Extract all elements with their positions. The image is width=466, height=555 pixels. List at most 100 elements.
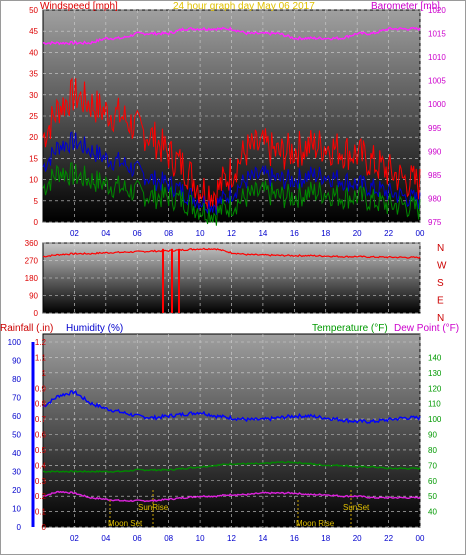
y-tick-label: 40 — [29, 48, 38, 57]
x-tick-label: 00 — [416, 229, 425, 238]
x-tick-label: 16 — [290, 229, 299, 238]
humidity-x-ticks: 02 04 06 08 10 12 14 16 18 20 22 00 — [70, 534, 425, 543]
barometer-axis-label: Barometer [mb] — [371, 1, 440, 12]
humidity-tick-label: 10 — [12, 505, 21, 514]
temp-tick-label: 90 — [428, 431, 437, 440]
y2-tick-label: 1000 — [428, 100, 446, 109]
x-tick-label: 14 — [258, 229, 267, 238]
humidity-axis-label: Humidity (%) — [66, 323, 123, 334]
series-line — [42, 490, 421, 503]
y-tick-label: 180 — [25, 274, 39, 283]
humidity-tick-label: 60 — [12, 412, 21, 421]
rain-tick-label: 1.2 — [35, 338, 47, 347]
rain-tick-label: 0 — [42, 523, 47, 532]
sunset-label: SunSet — [343, 503, 370, 512]
temperature-y-ticks: 40 50 60 70 80 90 100 110 120 130 140 — [428, 353, 442, 516]
barometer-y-ticks: 975 980 985 990 995 1000 1005 1010 1015 1020 — [428, 6, 446, 227]
dewpoint-axis-label: Dew Point (°F) — [394, 323, 459, 334]
x-tick-label: 02 — [70, 534, 79, 543]
humidity-tick-label: 0 — [17, 523, 22, 532]
sunrise-label: SunRise — [138, 503, 169, 512]
temp-tick-label: 70 — [428, 461, 437, 470]
compass-tick-label: N — [437, 243, 444, 254]
x-tick-label: 02 — [70, 229, 79, 238]
y-tick-label: 270 — [25, 257, 39, 266]
y-tick-label: 20 — [29, 133, 38, 142]
humidity-tick-label: 100 — [8, 338, 22, 347]
temp-tick-label: 130 — [428, 369, 442, 378]
y2-tick-label: 985 — [428, 171, 442, 180]
y2-tick-label: 980 — [428, 194, 442, 203]
wind-series — [42, 26, 421, 226]
chart-title: 24 hour graph day May 06 2017 — [173, 1, 315, 12]
x-tick-label: 10 — [196, 229, 205, 238]
compass-tick-label: N — [437, 313, 444, 324]
direction-series — [42, 247, 421, 313]
x-tick-label: 22 — [384, 229, 393, 238]
series-line — [42, 131, 421, 216]
rain-tick-label: 0.5 — [35, 446, 47, 455]
humidity-tick-label: 90 — [12, 357, 21, 366]
y-tick-label: 360 — [25, 239, 39, 248]
temp-tick-label: 80 — [428, 446, 437, 455]
humidity-series — [42, 389, 421, 503]
rain-tick-label: 0.2 — [35, 492, 47, 501]
x-tick-label: 20 — [353, 229, 362, 238]
x-tick-label: 20 — [353, 534, 362, 543]
rain-tick-label: 1 — [42, 369, 47, 378]
x-tick-label: 14 — [258, 534, 267, 543]
rainfall-y-ticks: 0 0.1 0.2 0.3 0.4 0.5 0.6 0.7 0.8 0.9 1 1.1 1.2 — [35, 338, 47, 532]
y2-tick-label: 1020 — [428, 6, 446, 15]
compass-tick-label: E — [437, 296, 444, 307]
y-tick-label: 10 — [29, 176, 38, 185]
temperature-axis-label: Temperature (°F) — [312, 323, 388, 334]
wind-y-ticks: 0 5 10 15 20 25 30 35 40 45 50 — [29, 6, 38, 227]
rain-tick-label: 0.1 — [35, 508, 47, 517]
temp-tick-label: 50 — [428, 492, 437, 501]
rain-tick-label: 0.9 — [35, 384, 47, 393]
x-tick-label: 18 — [321, 534, 330, 543]
wind-x-ticks: 02 04 06 08 10 12 14 16 18 20 22 00 — [70, 229, 425, 238]
humidity-tick-label: 20 — [12, 486, 21, 495]
rain-tick-label: 1.1 — [35, 353, 47, 362]
rain-tick-label: 0.7 — [35, 415, 47, 424]
x-tick-label: 04 — [101, 534, 110, 543]
y2-tick-label: 1015 — [428, 30, 446, 39]
y-tick-label: 5 — [34, 197, 39, 206]
x-tick-label: 12 — [227, 534, 236, 543]
series-line — [42, 26, 421, 46]
humidity-tick-label: 80 — [12, 375, 21, 384]
y-tick-label: 0 — [34, 218, 39, 227]
temp-tick-label: 100 — [428, 415, 442, 424]
y-tick-label: 30 — [29, 91, 38, 100]
y-tick-label: 25 — [29, 112, 38, 121]
series-line — [42, 161, 421, 226]
humidity-tick-label: 30 — [12, 468, 21, 477]
y-tick-label: 35 — [29, 70, 38, 79]
temp-tick-label: 40 — [428, 508, 437, 517]
y-tick-label: 90 — [29, 292, 38, 301]
humidity-y-ticks: 0 10 20 30 40 50 60 70 80 90 100 — [8, 338, 22, 532]
rain-tick-label: 0.3 — [35, 477, 47, 486]
x-tick-label: 08 — [164, 534, 173, 543]
rain-tick-label: 0.4 — [35, 461, 47, 470]
humidity-tick-label: 40 — [12, 449, 21, 458]
x-tick-label: 10 — [196, 534, 205, 543]
direction-grid — [43, 242, 421, 314]
humidity-tick-label: 50 — [12, 431, 21, 440]
direction-y-ticks: 0 90 180 270 360 — [25, 239, 39, 318]
temp-tick-label: 120 — [428, 384, 442, 393]
x-tick-label: 16 — [290, 534, 299, 543]
temp-tick-label: 140 — [428, 353, 442, 362]
compass-tick-label: W — [437, 261, 447, 272]
series-line — [42, 389, 421, 424]
moonset-label: Moon Set — [108, 519, 143, 528]
rain-tick-label: 0.6 — [35, 431, 47, 440]
y2-tick-label: 995 — [428, 124, 442, 133]
series-line — [42, 247, 421, 259]
y-tick-label: 15 — [29, 154, 38, 163]
y-tick-label: 45 — [29, 27, 38, 36]
y2-tick-label: 975 — [428, 218, 442, 227]
